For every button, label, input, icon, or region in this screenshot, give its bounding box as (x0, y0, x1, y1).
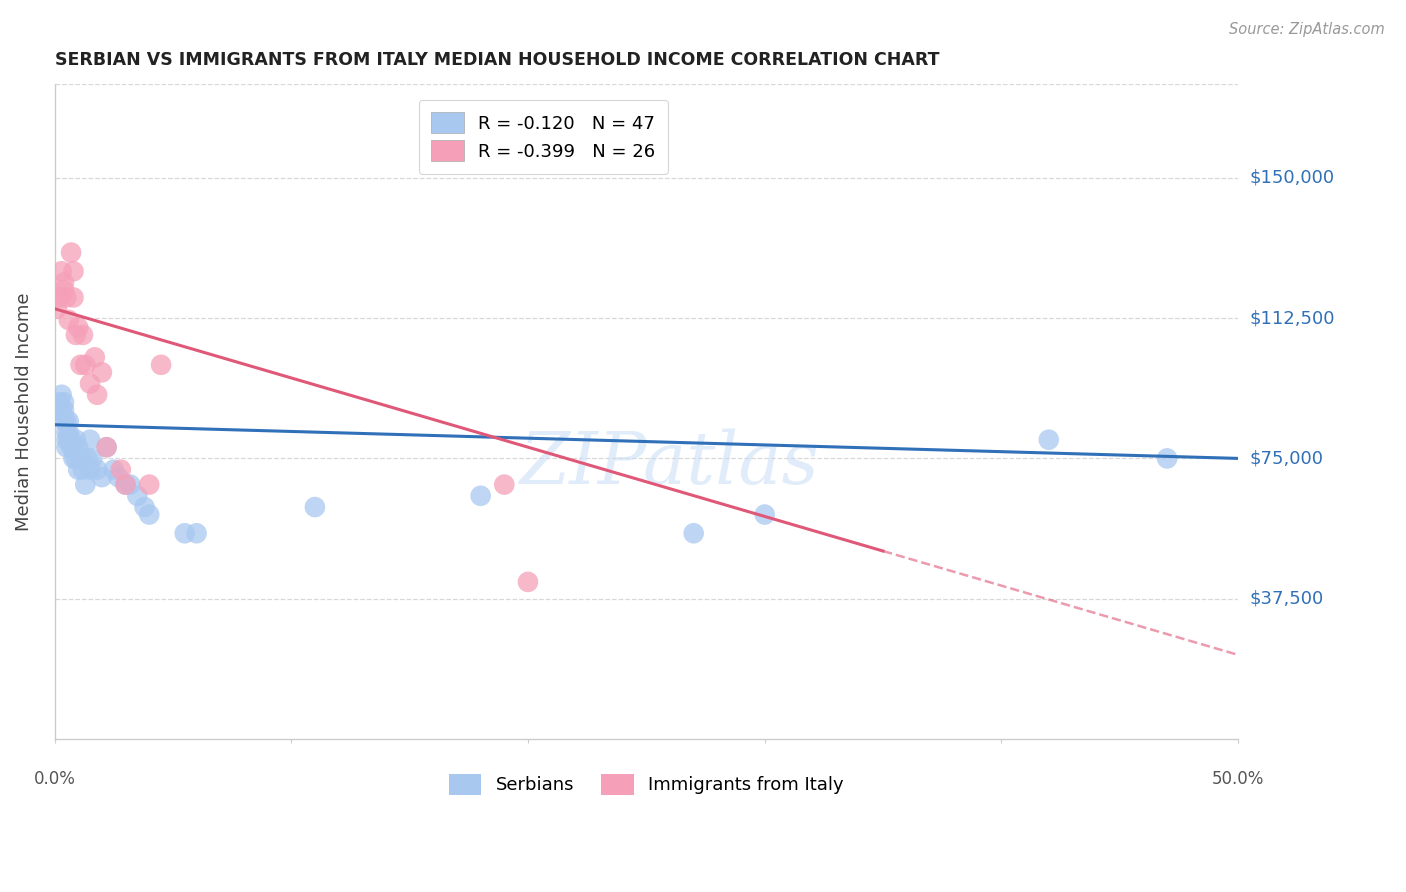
Point (67, 462, 90, 476)
Point (62, 264, 84, 278)
Point (58, 313, 80, 327)
Point (470, 489, 492, 503)
Point (103, 462, 125, 476)
Point (86, 462, 108, 476)
Point (58, 425, 80, 440)
Point (55, 440, 77, 454)
Point (96, 440, 118, 454)
Point (60, 433, 83, 447)
Point (494, 477, 516, 491)
Point (55, 433, 77, 447)
Text: $150,000: $150,000 (1250, 169, 1334, 186)
Point (55, 425, 77, 440)
Point (304, 500, 326, 514)
Text: ZIPatlas: ZIPatlas (520, 429, 820, 500)
Point (53, 276, 76, 290)
Point (120, 477, 142, 491)
Point (69, 358, 91, 372)
Point (51, 402, 73, 417)
Text: 0.0%: 0.0% (34, 770, 76, 788)
Point (53, 395, 76, 409)
Point (79, 462, 101, 476)
Point (69, 451, 91, 466)
Text: $112,500: $112,500 (1250, 309, 1334, 327)
Point (517, 574, 540, 589)
Point (65, 451, 87, 466)
Point (55, 414, 77, 428)
Legend: Serbians, Immigrants from Italy: Serbians, Immigrants from Italy (441, 767, 851, 802)
Point (48, 395, 70, 409)
Point (114, 477, 136, 491)
Point (83, 351, 105, 365)
Point (82, 451, 104, 466)
Point (58, 414, 80, 428)
Text: Source: ZipAtlas.com: Source: ZipAtlas.com (1229, 22, 1385, 37)
Point (60, 245, 83, 260)
Point (76, 451, 98, 466)
Point (48, 290, 70, 304)
Point (67, 320, 90, 334)
Point (150, 358, 173, 372)
Point (110, 462, 132, 476)
Point (65, 327, 87, 342)
Point (58, 433, 80, 447)
Point (1038, 433, 1060, 447)
Text: 50.0%: 50.0% (1212, 770, 1264, 788)
Point (1156, 451, 1178, 466)
Y-axis label: Median Household Income: Median Household Income (15, 293, 32, 531)
Point (134, 500, 156, 514)
Point (138, 508, 160, 522)
Point (107, 470, 129, 484)
Point (79, 376, 101, 391)
Point (62, 451, 84, 466)
Point (114, 477, 136, 491)
Point (186, 526, 208, 541)
Point (86, 388, 108, 402)
Point (96, 440, 118, 454)
Point (90, 470, 112, 484)
Point (45, 402, 67, 417)
Point (127, 489, 149, 503)
Point (72, 327, 94, 342)
Point (55, 290, 77, 304)
Point (51, 264, 73, 278)
Point (53, 402, 76, 417)
Point (79, 433, 101, 447)
Point (62, 290, 84, 304)
Point (72, 462, 94, 476)
Point (53, 414, 76, 428)
Text: $37,500: $37,500 (1250, 590, 1323, 607)
Point (53, 283, 76, 297)
Point (90, 365, 112, 379)
Point (62, 440, 84, 454)
Text: SERBIAN VS IMMIGRANTS FROM ITALY MEDIAN HOUSEHOLD INCOME CORRELATION CHART: SERBIAN VS IMMIGRANTS FROM ITALY MEDIAN … (55, 51, 939, 69)
Point (75, 358, 97, 372)
Text: $75,000: $75,000 (1250, 450, 1323, 467)
Point (682, 526, 704, 541)
Point (75, 477, 97, 491)
Point (67, 440, 90, 454)
Point (51, 388, 73, 402)
Point (173, 526, 195, 541)
Point (60, 440, 83, 454)
Point (45, 301, 67, 316)
Point (138, 477, 160, 491)
Point (65, 433, 87, 447)
Point (754, 508, 776, 522)
